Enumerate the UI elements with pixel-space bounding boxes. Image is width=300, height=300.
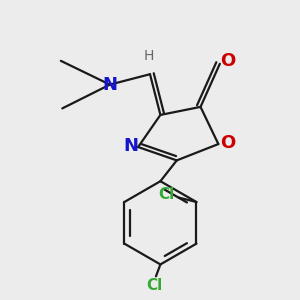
Text: N: N <box>102 76 117 94</box>
Text: Cl: Cl <box>146 278 163 293</box>
Text: O: O <box>220 134 235 152</box>
Text: Cl: Cl <box>159 187 175 202</box>
Text: N: N <box>123 136 138 154</box>
Text: H: H <box>143 49 154 63</box>
Text: O: O <box>220 52 236 70</box>
